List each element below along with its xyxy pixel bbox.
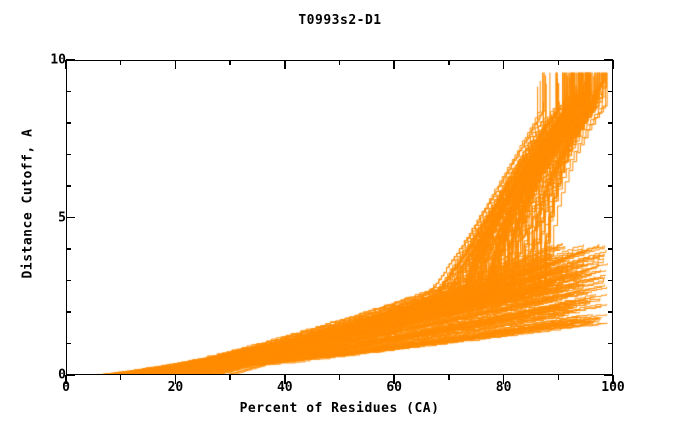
x-tick-label: 100 [601,380,625,395]
x-axis-label: Percent of Residues (CA) [239,401,440,416]
y-major-tick [66,59,75,61]
y-minor-tick [66,279,71,282]
x-top-tick [557,60,560,65]
y-right-tick [604,216,613,219]
y-right-tick [604,59,613,61]
x-minor-tick [448,375,450,380]
y-major-tick [66,374,75,376]
x-tick-label: 40 [276,380,293,395]
plot-area [65,59,614,384]
x-major-tick [393,375,395,384]
y-right-tick [608,185,613,187]
y-minor-tick [66,90,71,93]
y-minor-tick [66,122,71,124]
series-canvas [66,60,613,375]
y-tick-label: 0 [58,367,66,383]
x-top-tick [65,60,67,69]
x-minor-tick [119,375,122,380]
x-tick-label: 60 [386,380,403,395]
plot-title: T0993s2-D1 [298,13,382,28]
x-top-tick [229,60,231,65]
x-major-tick [612,375,614,384]
x-top-tick [448,60,450,65]
y-tick-label: 10 [50,52,66,68]
x-tick-label: 80 [495,380,512,395]
y-minor-tick [66,185,71,187]
x-minor-tick [229,375,231,380]
x-top-tick [284,60,286,69]
x-top-tick [119,60,122,65]
x-tick-label: 20 [167,380,184,395]
y-minor-tick [66,311,71,313]
x-major-tick [284,375,286,384]
y-right-tick [608,153,613,156]
y-right-tick [608,279,613,282]
axes-frame [66,60,613,375]
y-right-tick [608,311,613,313]
y-minor-tick [66,342,71,345]
x-top-tick [174,60,177,69]
y-right-tick [608,122,613,124]
y-right-tick [608,90,613,93]
y-axis-label: Distance Cutoff, A [20,128,36,279]
x-top-tick [612,60,614,69]
x-major-tick [65,375,67,384]
x-minor-tick [557,375,560,380]
x-minor-tick [338,375,341,380]
y-tick-label: 5 [58,210,66,225]
x-tick-label: 0 [62,380,70,395]
y-right-tick [608,248,613,250]
y-right-tick [608,342,613,345]
x-top-tick [338,60,341,65]
y-minor-tick [66,248,71,250]
y-major-tick [66,216,75,219]
y-minor-tick [66,153,71,156]
x-major-tick [174,375,177,384]
y-right-tick [604,374,613,376]
x-top-tick [393,60,395,69]
x-top-tick [502,60,505,69]
x-major-tick [502,375,505,384]
